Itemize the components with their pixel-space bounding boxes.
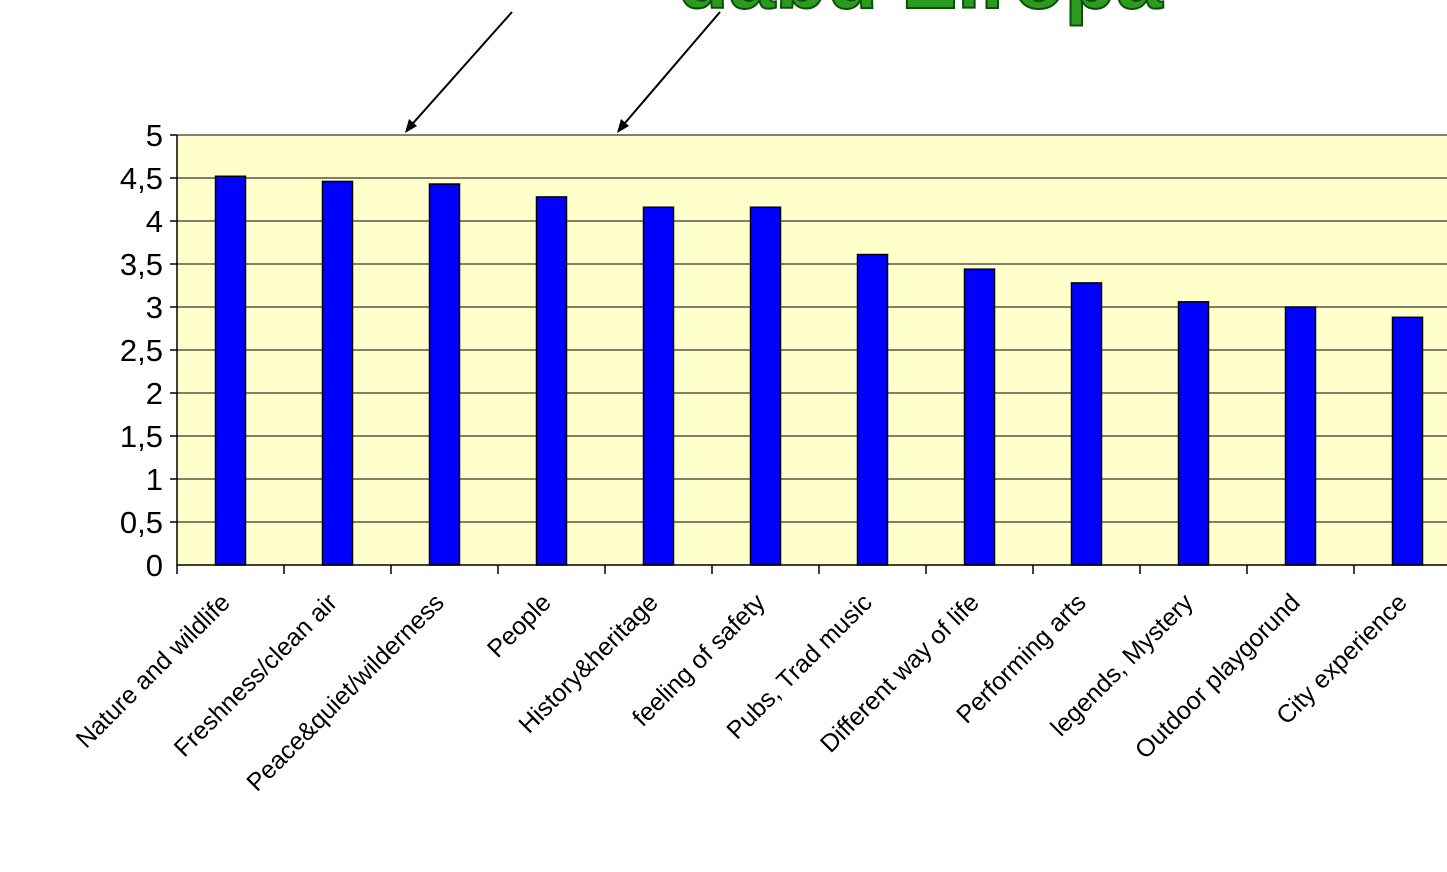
bars (214, 175, 1424, 566)
y-tick-label: 2,5 (120, 333, 163, 368)
bar (963, 268, 996, 566)
arrow-right-head (617, 119, 629, 133)
y-tick-label: 4 (146, 204, 163, 239)
bar (321, 180, 354, 566)
chart-title: dabū Eiropā (677, 0, 1164, 26)
y-tick-label: 4,5 (120, 161, 163, 196)
y-tick-label: 2 (146, 376, 163, 411)
y-tick-label: 3,5 (120, 247, 163, 282)
y-tick-labels: 0 0,5 1 1,5 2 2,5 3 3,5 4 4,5 5 (120, 118, 163, 583)
bar (642, 206, 675, 566)
x-category-label: People (482, 588, 557, 663)
bar (428, 183, 461, 566)
bar (535, 196, 568, 566)
bar (749, 206, 782, 566)
y-tick-label: 0,5 (120, 505, 163, 540)
arrow-left-line (406, 11, 513, 131)
arrow-right-line (618, 11, 721, 131)
x-category-label: Peace&quiet/wilderness (241, 588, 449, 796)
y-tick-label: 0 (146, 548, 163, 583)
arrow-left-head (405, 119, 417, 133)
axes (170, 134, 1447, 574)
bar (1284, 306, 1317, 566)
bar (856, 253, 889, 566)
bar (1177, 301, 1210, 566)
bar (1070, 282, 1103, 566)
y-tick-label: 1,5 (120, 419, 163, 454)
y-tick-label: 3 (146, 290, 163, 325)
y-tick-label: 5 (146, 118, 163, 153)
bar (214, 175, 247, 566)
y-tick-label: 1 (146, 462, 163, 497)
bar (1391, 316, 1424, 566)
